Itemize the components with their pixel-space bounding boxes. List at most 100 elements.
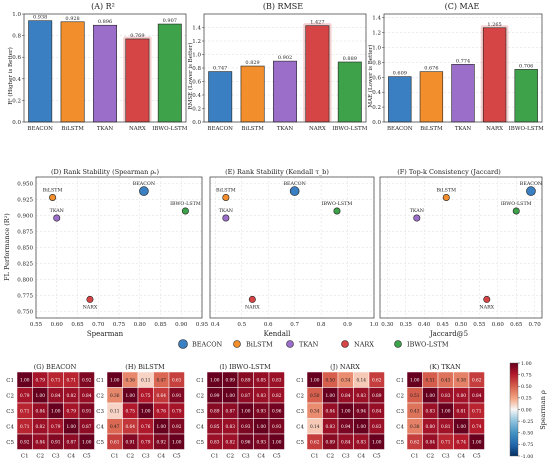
panel-b-title: (B) RMSE xyxy=(263,2,303,11)
cell-value: 1.00 xyxy=(125,394,135,399)
panel-f-plot: 0.30 0.35 0.40 0.45 0.50 0.55 0.60 0.65 0.70 BEAC… xyxy=(379,176,543,328)
row-label: C5 xyxy=(296,440,304,446)
bar-value-label: 0.907 xyxy=(163,18,177,24)
col-label: C5 xyxy=(273,454,281,460)
y-tick-label: 0.925 xyxy=(17,197,33,203)
point-label: NARX xyxy=(245,304,260,310)
bar-value-label: 0.676 xyxy=(424,66,438,72)
point-tkan xyxy=(222,214,230,222)
point-label: TKAN xyxy=(219,208,233,214)
cell-value: 0.71 xyxy=(441,441,451,446)
y-tick-label: 0.2 xyxy=(192,107,201,113)
legend-label: BiLSTM xyxy=(246,340,273,348)
row-label: C3 xyxy=(6,409,14,415)
x-tick-label: BiLSTM xyxy=(61,126,84,132)
point-label: BiLSTM xyxy=(43,188,63,194)
bar-value-label: 0.889 xyxy=(343,56,357,62)
cell-value: 0.96 xyxy=(272,410,282,415)
y-tick-label: 0.8 xyxy=(192,66,201,72)
cell-value: 0.93 xyxy=(241,425,251,430)
cell-value: 0.75 xyxy=(125,410,135,415)
panel-d-title: (D) Rank Stability (Spearman ρₛ) xyxy=(51,168,159,176)
panel-f-xlabel: Jaccard@5 xyxy=(429,330,468,338)
cell-value: 0.62 xyxy=(310,441,320,446)
legend-marker-ibwo-lstm xyxy=(394,340,402,348)
bar-value-label: 0.902 xyxy=(278,55,292,61)
x-tick-label: 0.35 xyxy=(400,322,413,328)
cell-value: 0.79 xyxy=(66,410,76,415)
cell-value: 0.50 xyxy=(310,394,320,399)
panel-b-ylabel: RMSE (Lower is Better) xyxy=(187,43,194,110)
cell-value: 1.00 xyxy=(210,379,220,384)
cell-value: 0.71 xyxy=(66,379,76,384)
cell-value: 1.00 xyxy=(441,410,451,415)
bar-ibwo-lstm xyxy=(337,61,362,123)
bar-value-label: 1.265 xyxy=(487,22,501,28)
cell-value: 1.00 xyxy=(20,379,30,384)
bar-ibwo-lstm xyxy=(157,23,182,123)
bar-value-label: 0.829 xyxy=(245,60,259,66)
col-label: C2 xyxy=(36,454,44,460)
row-label: C5 xyxy=(6,440,14,446)
col-label: C3 xyxy=(52,454,60,460)
plot-frame xyxy=(203,13,367,123)
cell-value: 0.38 xyxy=(456,379,466,384)
point-beacon xyxy=(139,186,149,196)
heatmap-cell xyxy=(368,433,385,450)
bar-value-label: 0.896 xyxy=(98,19,112,25)
cell-value: 0.84 xyxy=(325,410,335,415)
cell-value: 0.14 xyxy=(356,379,366,384)
cell-value: 0.61 xyxy=(110,441,120,446)
y-tick-label: 0.0 xyxy=(12,120,21,126)
x-tick-label: 0.7 xyxy=(290,322,299,328)
cell-value: 0.38 xyxy=(410,425,420,430)
cell-value: 0.80 xyxy=(456,394,466,399)
col-label: C5 xyxy=(473,454,481,460)
col-label: C1 xyxy=(211,454,219,460)
x-tick-label: 0.40 xyxy=(418,322,431,328)
panel-g-title: (G) BEACON xyxy=(34,363,77,371)
plot-frame xyxy=(383,13,543,123)
cell-value: 0.94 xyxy=(341,425,351,430)
x-tick-label: BEACON xyxy=(207,126,233,132)
point-narx xyxy=(483,295,491,303)
colorbar-tick-label: 0.75 xyxy=(521,372,532,378)
x-tick-label: 0.80 xyxy=(134,322,147,328)
cell-value: 0.74 xyxy=(456,441,466,446)
y-tick-label: 0.825 xyxy=(17,262,33,268)
cell-value: 0.93 xyxy=(272,425,282,430)
cell-value: 0.74 xyxy=(472,425,482,430)
colorbar-ticks: 1.00 0.75 0.50 0.25 0.00 -0.25 -0.50 -0.75 -1.00 xyxy=(518,361,533,460)
cell-value: 0.47 xyxy=(156,379,166,384)
col-label: C4 xyxy=(357,454,365,460)
cell-value: 1.00 xyxy=(141,410,151,415)
cell-value: 0.34 xyxy=(341,379,351,384)
cell-value: 0.50 xyxy=(325,379,335,384)
col-label: C1 xyxy=(111,454,119,460)
col-label: C1 xyxy=(411,454,419,460)
bar-bilstm xyxy=(419,71,444,123)
cell-value: 0.64 xyxy=(156,394,166,399)
panel-k-title: (K) TKAN xyxy=(429,363,461,371)
panel-a-r2: (A) R² R² (Higher is Better) 0.00.20.40.… xyxy=(7,2,188,132)
y-tick-label: 0.875 xyxy=(17,229,33,235)
row-label: C2 xyxy=(296,393,304,399)
x-tick-label: 0.50 xyxy=(455,322,468,328)
panel-e-kendall: (E) Rank Stability (Kendall τ_b) Kendall… xyxy=(209,168,379,338)
y-tick-label: 1.0 xyxy=(372,46,381,52)
cell-value: 1.00 xyxy=(156,425,166,430)
panel-h-heatmap: C1 1.00 0.36 0.11 0.47 0.61 C2 0.36 1.00 0.75 0.64… xyxy=(96,371,185,460)
col-label: C2 xyxy=(126,454,134,460)
legend-marker-tkan xyxy=(286,340,294,348)
panel-b-plot: 0.0 0.2 0.4 0.6 0.8 1.0 1.2 1.4 0.747 BEACON 0.829… xyxy=(192,13,368,132)
panel-f-jaccard: (F) Top-k Consistency (Jaccard) Jaccard@… xyxy=(379,168,543,338)
cell-value: 0.83 xyxy=(441,394,451,399)
col-label: C4 xyxy=(457,454,465,460)
legend: BEACON BiLSTM TKAN NARX IBWO-LSTM xyxy=(178,339,449,349)
col-label: C3 xyxy=(142,454,150,460)
point-label: BEACON xyxy=(283,181,305,187)
cell-value: 1.00 xyxy=(425,394,435,399)
bar-ibwo-lstm xyxy=(514,69,538,123)
point-bilstm xyxy=(442,194,450,202)
row-label: C4 xyxy=(196,424,204,430)
